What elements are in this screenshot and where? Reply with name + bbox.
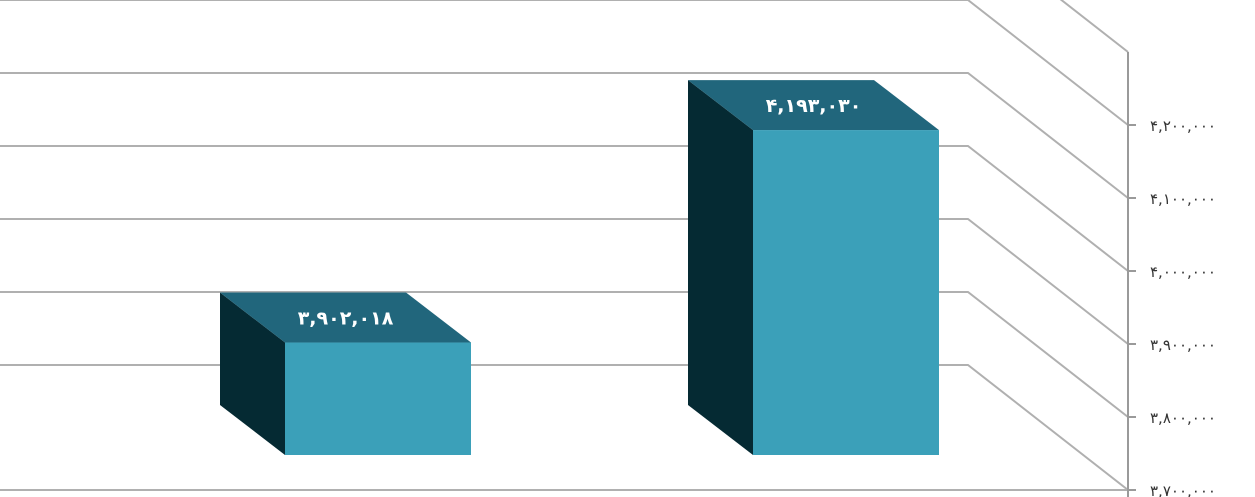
bar-top-face: [688, 80, 939, 131]
bar-top-face: [220, 292, 471, 343]
y-tick-label: ۴,٢٠٠,٠٠٠: [1150, 117, 1216, 135]
gridline: [0, 218, 1129, 345]
chart-floor: [0, 364, 1131, 491]
bars: ٣,٩٠٢,٠١٨ ۴,۱۹۳,۰۳۰: [220, 80, 939, 455]
y-tick-label: ۴,١٠٠,٠٠٠: [1150, 190, 1216, 208]
y-tick-label: ۴,٠٠٠,٠٠٠: [1150, 263, 1216, 281]
bar-data-label: ٣,٩٠٢,٠١٨: [298, 308, 394, 330]
bar-2: ۴,۱۹۳,۰۳۰: [688, 80, 939, 455]
gridline: [0, 72, 1129, 199]
y-tick-label: ٣,٨٠٠,٠٠٠: [1150, 409, 1216, 427]
bar-front-face: [753, 130, 939, 455]
gridline: [0, 0, 1129, 126]
gridline: [0, 291, 1129, 418]
bar-data-label: ۴,۱۹۳,۰۳۰: [766, 95, 862, 117]
bar-side-face: [688, 80, 753, 455]
gridlines: [0, 0, 1131, 491]
gridline: [0, 145, 1129, 272]
y-axis: ٣,٧٠٠,٠٠٠ ٣,٨٠٠,٠٠٠ ٣,٩٠٠,٠٠٠ ۴,٠٠٠,٠٠٠ ۴,١٠…: [1127, 52, 1216, 497]
y-tick-label: ٣,٧٠٠,٠٠٠: [1150, 482, 1216, 497]
y-tick-label: ٣,٩٠٠,٠٠٠: [1150, 336, 1216, 354]
bar-front-face: [285, 342, 471, 455]
bar-1: ٣,٩٠٢,٠١٨: [220, 292, 471, 455]
bar-side-face: [220, 292, 285, 455]
gridline: [1059, 0, 1129, 53]
